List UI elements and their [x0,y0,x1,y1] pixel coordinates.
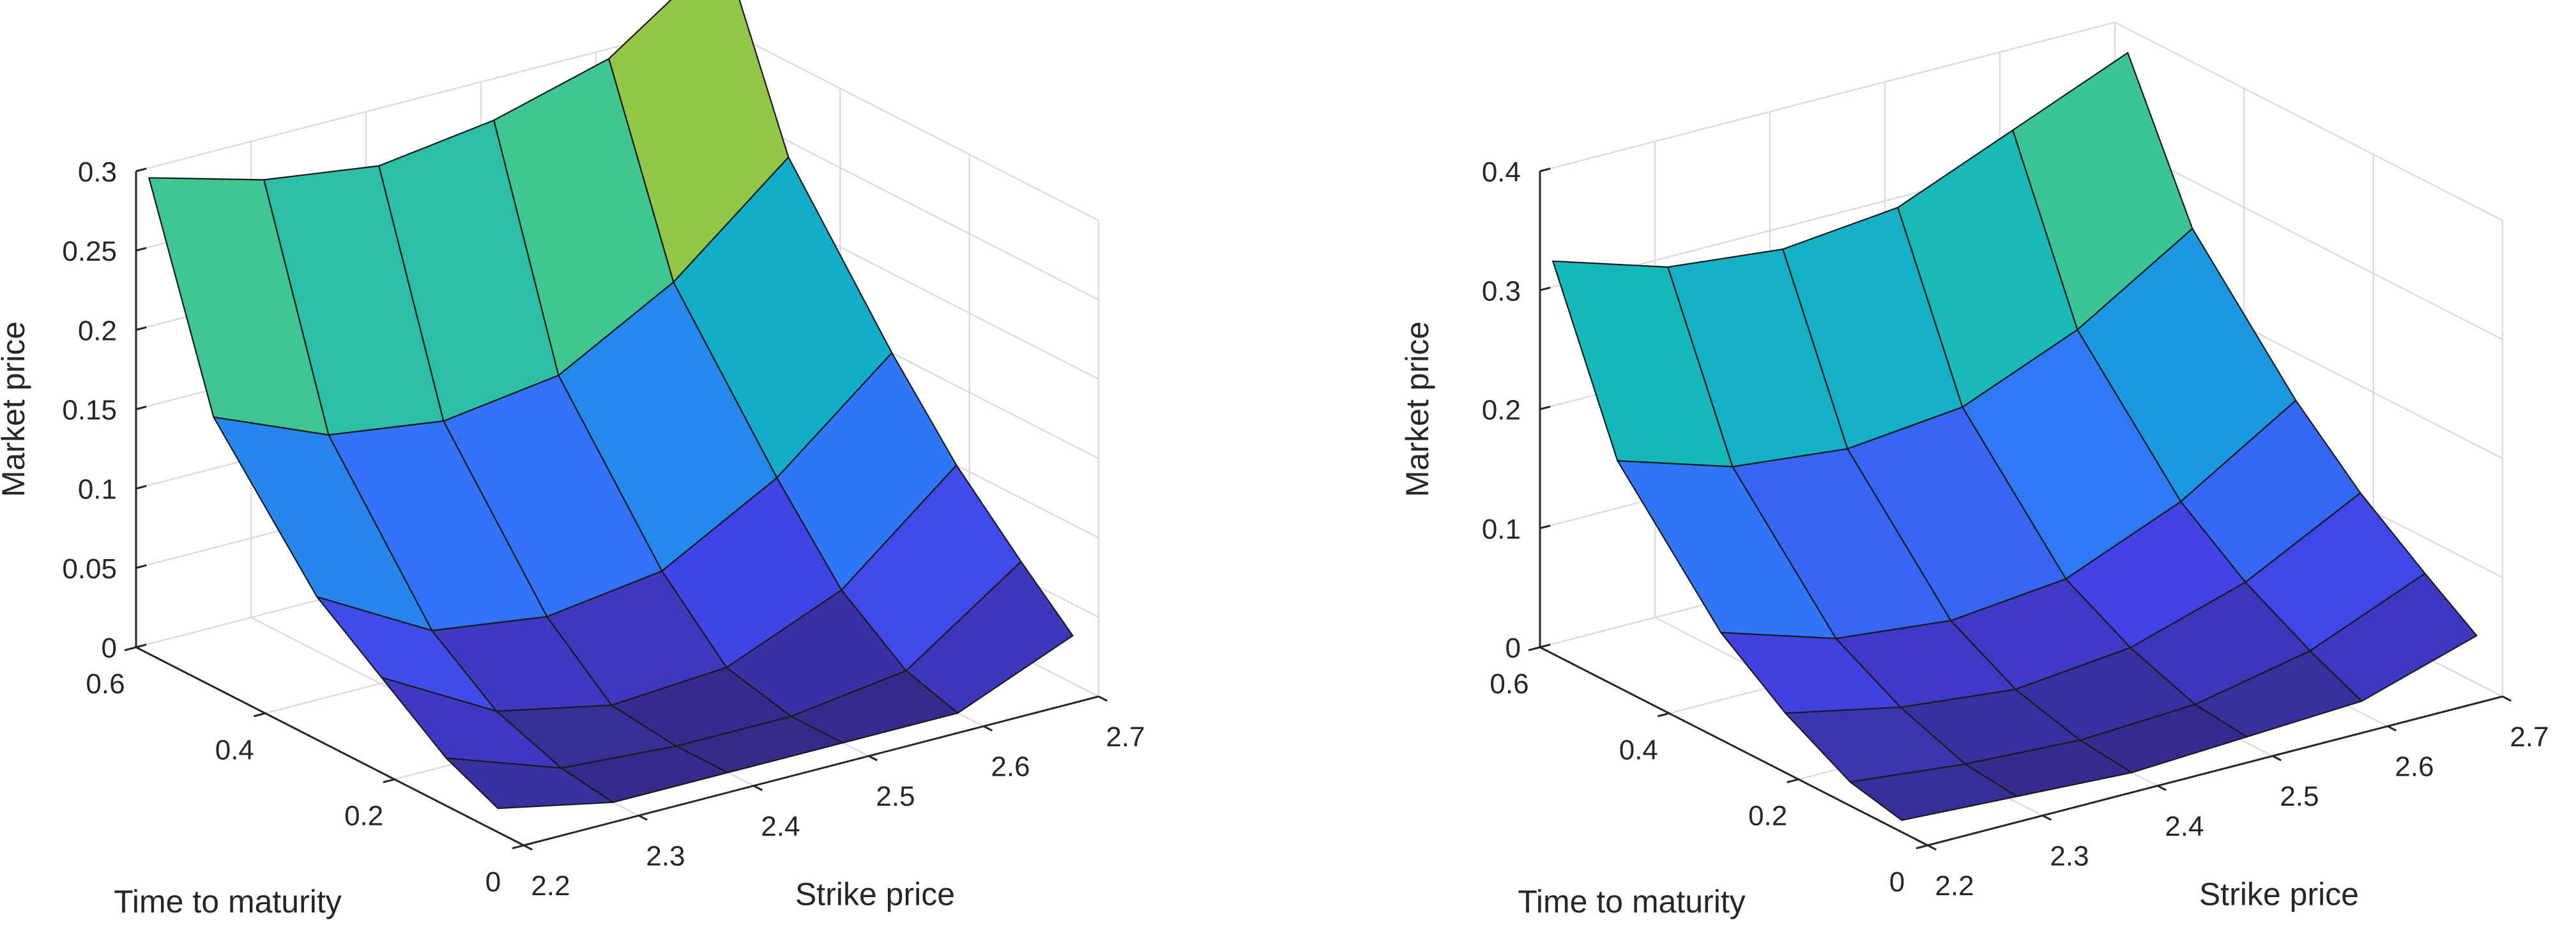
y-tick [383,778,395,783]
z-tick [135,247,147,252]
z-tick-label: 0.1 [78,474,117,505]
grid-line [2114,21,2503,222]
y-tick-label: 0.4 [1619,734,1658,765]
y-tick-label: 0.2 [344,801,383,832]
z-tick-label: 0.4 [1482,157,1521,188]
z-tick-label: 0.05 [62,553,117,585]
surface-chart-left: 2.2 2.3 2.4 2.5 2.6 2.7 0 0.2 0.4 0.6 0 0.05 0.1 0.15… [0,0,1145,919]
x-tick-label: 2.4 [761,811,800,842]
x-tick [638,815,648,821]
y-tick [1916,844,1928,850]
x-axis-label: Strike price [2199,877,2359,912]
x-axis-label: Strike price [795,877,955,912]
x-tick-label: 2.7 [2510,721,2549,753]
x-axis-line [1927,695,2503,847]
x-tick-label: 2.4 [2165,811,2204,842]
y-tick-label: 0 [485,866,501,898]
x-tick-label: 2.6 [2395,751,2434,783]
x-tick [2042,815,2052,821]
z-tick-label: 0.2 [1482,395,1521,426]
z-tick [135,643,147,649]
x-tick [2387,725,2397,732]
grid-line [1539,21,2115,173]
z-axis-label: Market price [0,321,31,497]
y-tick-label: 0.4 [215,734,254,765]
grid-line [135,21,712,173]
x-tick [753,785,763,791]
y-tick [512,844,524,850]
x-tick-label: 2.3 [2050,840,2089,872]
surface-chart-right: 2.2 2.3 2.4 2.5 2.6 2.7 0 0.2 0.4 0.6 0 0.1 0.2 0.3 0.… [1399,21,2549,919]
x-tick-label: 2.6 [991,751,1030,783]
x-tick-label: 2.2 [1935,870,1974,902]
z-tick-label: 0.1 [1482,514,1521,545]
z-tick [135,405,147,410]
z-axis-label: Market price [1399,321,1435,497]
z-tick-label: 0.15 [62,395,117,426]
z-tick-label: 0 [102,633,117,664]
x-tick [2157,785,2167,791]
x-tick-label: 2.2 [531,870,570,902]
z-tick [1539,286,1551,291]
z-tick-label: 0.25 [62,236,117,267]
z-tick-label: 0.2 [78,315,117,346]
x-tick [2502,695,2512,702]
x-tick [1927,844,1937,851]
surface-patch [1849,763,2018,821]
x-tick [983,725,993,732]
y-tick-label: 0.2 [1748,801,1787,832]
y-tick [1787,778,1799,783]
y-tick-label: 0.6 [86,668,125,700]
x-tick [1098,695,1108,702]
z-tick-label: 0.3 [1482,275,1521,307]
z-tick [135,485,147,490]
grid-line [710,21,1099,222]
z-tick [1539,525,1551,530]
y-tick [1657,712,1670,718]
z-tick [1539,167,1551,173]
y-axis-label: Time to maturity [114,884,342,919]
x-tick-label: 2.3 [646,840,685,872]
x-tick [2272,755,2282,762]
y-axis-line [1539,646,1928,847]
grid-line [2114,141,2503,341]
x-tick-label: 2.5 [2280,781,2319,812]
z-tick-label: 0.3 [78,157,117,188]
x-tick-label: 2.5 [876,781,915,812]
y-axis-label: Time to maturity [1518,884,1746,919]
y-tick-label: 0.6 [1490,668,1528,700]
y-tick [253,712,266,718]
z-tick [135,167,147,173]
x-tick [523,844,533,851]
z-tick [1539,643,1551,649]
y-tick-label: 0 [1889,866,1905,898]
x-axis-line [523,695,1099,847]
z-tick [135,326,147,331]
z-tick [1539,405,1551,410]
y-tick [1528,646,1541,652]
y-tick [124,646,137,652]
z-tick [135,564,147,569]
x-tick [868,755,878,762]
surface-patch [445,757,614,810]
y-axis-line [135,646,524,847]
z-tick-label: 0 [1505,633,1521,664]
x-tick-label: 2.7 [1106,721,1145,753]
